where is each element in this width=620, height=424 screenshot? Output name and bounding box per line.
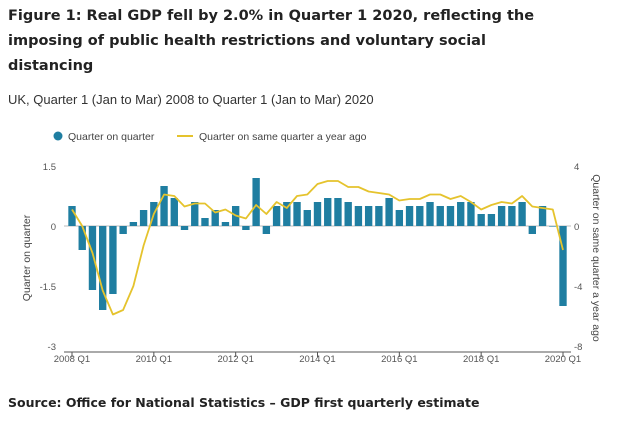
y2-axis-label: Quarter on same quarter a year ago: [590, 174, 602, 342]
bar-2020-q1: [559, 226, 567, 306]
x-tick-label: 2012 Q1: [217, 354, 253, 365]
x-tick-label: 2008 Q1: [54, 354, 90, 365]
bar-2018-q3: [497, 206, 506, 226]
plot-area: 1.5 0 -1.5 -3 4 0 -4 -8 2008 Q1 2010 Q1 2012 Q1 201…: [40, 162, 583, 365]
y2-tick-label: 0: [574, 222, 579, 233]
bar-2010-q2: [160, 186, 168, 226]
bar-2017-q3: [457, 202, 465, 226]
y2-tick-label: -8: [574, 342, 582, 353]
bar-2009-q2: [119, 226, 127, 234]
x-tick-label: 2014 Q1: [299, 354, 335, 365]
bar-2011-q2: [201, 218, 209, 226]
bar-2015-q4: [385, 198, 393, 226]
bar-2010-q3: [170, 198, 178, 226]
bar-2014-q3: [334, 198, 342, 226]
bar-2017-q2: [446, 206, 455, 226]
x-tick-label: 2010 Q1: [136, 354, 172, 365]
bar-2019-q4: [549, 226, 557, 227]
x-tick-label: 2016 Q1: [381, 354, 417, 365]
chart-title: Figure 1: Real GDP fell by 2.0% in Quart…: [8, 8, 535, 74]
y-tick-label: -3: [48, 342, 56, 353]
bar-2009-q3: [129, 222, 138, 226]
bar-2017-q4: [467, 202, 475, 226]
chart-subtitle: UK, Quarter 1 (Jan to Mar) 2008 to Quart…: [8, 92, 374, 107]
bar-2018-q4: [508, 206, 516, 226]
bar-2014-q1: [313, 202, 322, 226]
legend-bar-swatch: [53, 131, 63, 141]
bar-2012-q3: [252, 178, 260, 226]
bar-2011-q3: [211, 210, 219, 226]
bar-2019-q1: [518, 202, 526, 226]
y-tick-label: 1.5: [43, 162, 56, 173]
y-tick-label: -1.5: [40, 282, 56, 293]
bar-2012-q4: [262, 226, 271, 234]
y2-tick-label: 4: [574, 162, 579, 173]
bar-2008-q1: [68, 206, 76, 226]
bar-2008-q2: [78, 226, 86, 250]
bar-2016-q1: [395, 210, 404, 226]
bar-2009-q4: [139, 210, 148, 226]
bar-2008-q3: [88, 226, 97, 290]
bar-2018-q1: [477, 214, 485, 226]
bar-2014-q4: [344, 202, 352, 226]
bar-2010-q4: [180, 226, 189, 230]
y-tick-label: 0: [51, 222, 56, 233]
bar-2015-q2: [364, 206, 373, 226]
bar-2015-q3: [375, 206, 383, 226]
source-note: Source: Office for National Statistics –…: [8, 395, 480, 410]
bar-2013-q3: [293, 202, 301, 226]
bar-2018-q2: [487, 214, 496, 226]
bar-2011-q1: [191, 202, 199, 226]
yoy-line: [71, 180, 564, 316]
bar-2016-q4: [426, 202, 434, 226]
bar-2019-q3: [538, 206, 547, 226]
legend-bar-label: Quarter on quarter: [68, 131, 155, 143]
legend-line-label: Quarter on same quarter a year ago: [199, 131, 367, 143]
bar-2013-q1: [272, 206, 281, 226]
legend: Quarter on quarter Quarter on same quart…: [53, 131, 367, 143]
bar-2016-q2: [405, 206, 414, 226]
bar-2013-q4: [303, 210, 311, 226]
bar-2017-q1: [436, 206, 444, 226]
bar-2012-q2: [242, 226, 250, 230]
x-tick-label: 2020 Q1: [545, 354, 581, 365]
y-axis-label: Quarter on quarter: [21, 214, 33, 301]
bar-2015-q1: [354, 206, 363, 226]
bar-2009-q1: [109, 226, 117, 294]
bar-2013-q2: [283, 202, 291, 226]
bar-2011-q4: [221, 222, 230, 226]
bar-2014-q2: [324, 198, 332, 226]
bar-2016-q3: [416, 206, 424, 226]
bar-2019-q2: [528, 226, 536, 234]
x-tick-label: 2018 Q1: [463, 354, 499, 365]
y2-tick-label: -4: [574, 282, 582, 293]
bar-2008-q4: [99, 226, 107, 310]
